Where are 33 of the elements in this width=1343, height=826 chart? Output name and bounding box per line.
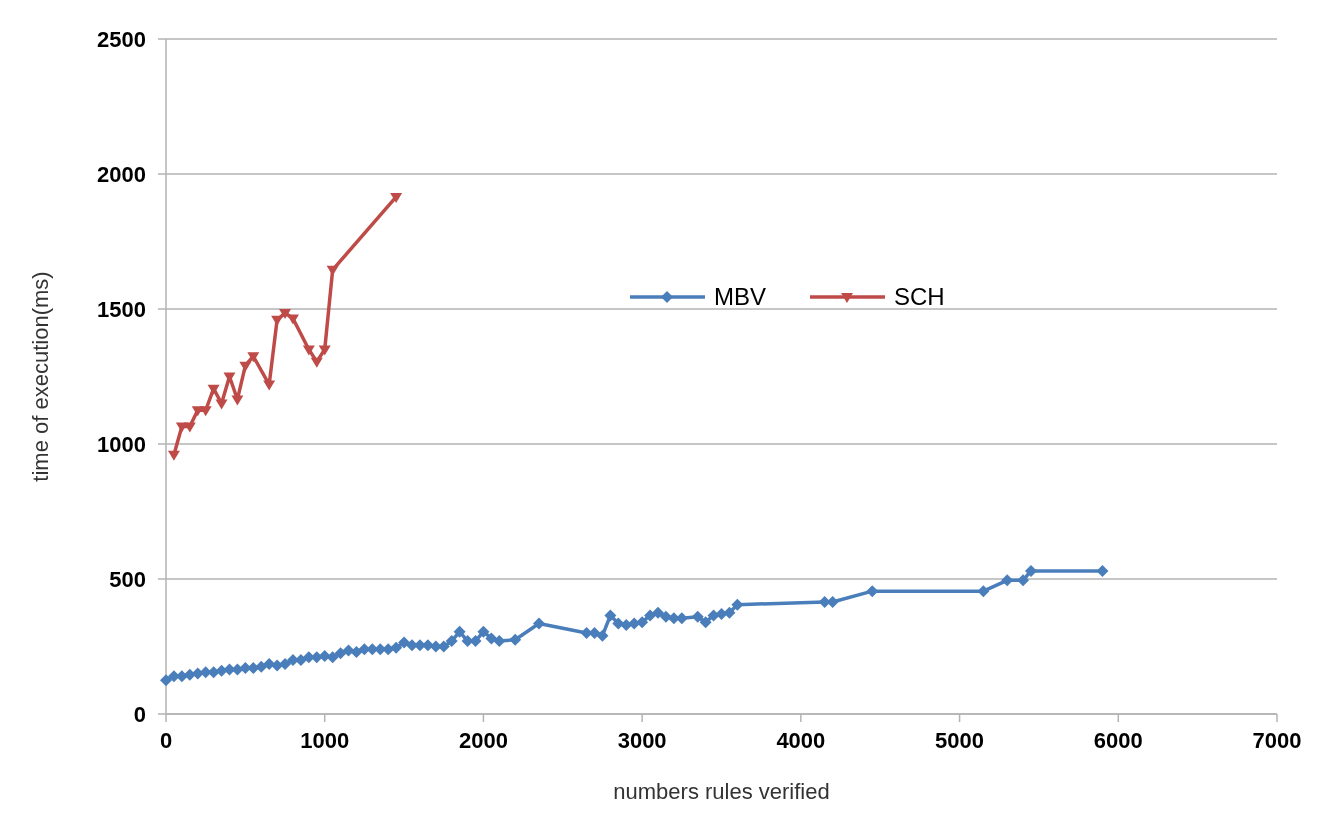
y-axis-title: time of execution(ms) bbox=[28, 271, 53, 482]
x-tick-label: 1000 bbox=[300, 728, 350, 753]
point bbox=[199, 406, 212, 417]
y-tick-label: 1500 bbox=[97, 297, 146, 322]
x-tick-label: 5000 bbox=[935, 728, 985, 753]
y-tick-label: 1000 bbox=[97, 432, 146, 457]
legend-label: SCH bbox=[894, 283, 945, 310]
point bbox=[239, 361, 252, 372]
x-axis-title: numbers rules verified bbox=[613, 779, 830, 804]
x-tick-label: 7000 bbox=[1252, 728, 1302, 753]
point bbox=[215, 399, 228, 410]
point bbox=[310, 357, 323, 368]
point bbox=[207, 384, 220, 395]
x-tick-label: 3000 bbox=[617, 728, 667, 753]
point bbox=[390, 192, 403, 203]
x-tick-label: 6000 bbox=[1093, 728, 1143, 753]
point bbox=[231, 395, 244, 406]
x-tick-label: 4000 bbox=[776, 728, 826, 753]
point bbox=[318, 345, 331, 356]
point bbox=[263, 380, 276, 391]
y-tick-label: 500 bbox=[109, 567, 146, 592]
point bbox=[167, 450, 180, 461]
x-tick-label: 0 bbox=[159, 728, 173, 753]
point bbox=[183, 422, 196, 433]
y-tick-label: 0 bbox=[133, 702, 146, 727]
y-tick-label: 2000 bbox=[97, 162, 146, 187]
legend-label: MBV bbox=[714, 283, 767, 310]
point bbox=[302, 345, 315, 356]
x-tick-label: 2000 bbox=[458, 728, 508, 753]
y-tick-label: 2500 bbox=[97, 27, 146, 52]
point bbox=[279, 309, 292, 320]
point bbox=[247, 352, 260, 363]
point bbox=[223, 372, 236, 383]
